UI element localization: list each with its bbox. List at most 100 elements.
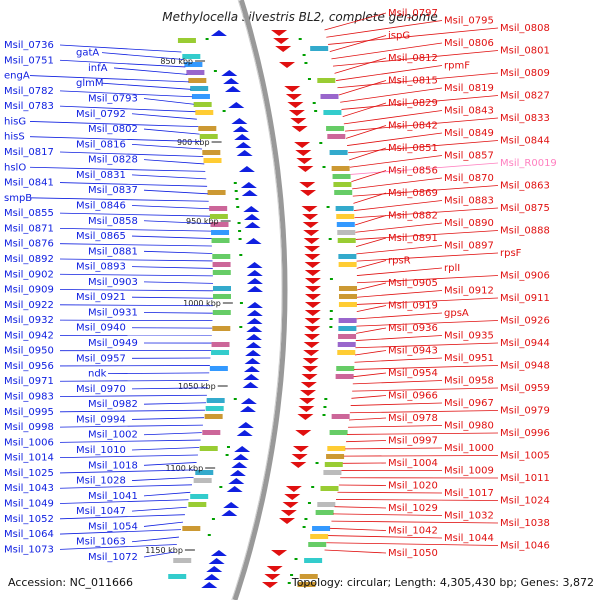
label-leader-line xyxy=(101,52,184,60)
category-block xyxy=(184,62,203,67)
forward-gene-arrow xyxy=(243,214,260,220)
left-gene-label: Msil_0940 xyxy=(76,323,126,334)
feature-tick xyxy=(235,198,239,200)
feature-tick xyxy=(205,38,209,40)
label-leader-line xyxy=(356,260,387,269)
label-leader-line xyxy=(334,57,387,74)
reverse-gene-arrow xyxy=(298,406,315,412)
label-leader-line xyxy=(355,335,443,341)
right-gene-label: Msil_0797 xyxy=(388,8,438,19)
right-gene-label: Msil_1011 xyxy=(500,473,550,484)
right-gene-label: Msil_0978 xyxy=(388,413,438,424)
label-leader-line xyxy=(143,250,213,254)
category-block xyxy=(329,430,348,435)
reverse-gene-arrow xyxy=(302,214,319,220)
category-block xyxy=(323,470,342,475)
forward-gene-arrow xyxy=(240,398,257,404)
feature-tick xyxy=(302,526,306,528)
category-block xyxy=(190,86,209,91)
category-block xyxy=(335,206,354,211)
reverse-gene-arrow xyxy=(304,254,321,260)
left-gene-label: hslO xyxy=(4,162,26,173)
feature-tick xyxy=(237,222,241,224)
left-gene-label: Msil_0998 xyxy=(4,422,54,433)
left-gene-label: Msil_0994 xyxy=(76,414,126,425)
label-leader-line xyxy=(59,454,198,459)
category-block xyxy=(205,406,224,411)
left-gene-label: engA xyxy=(4,71,30,82)
label-leader-line xyxy=(329,527,387,531)
reverse-gene-arrow xyxy=(304,246,321,252)
right-gene-label: Msil_0815 xyxy=(388,76,438,87)
label-leader-line xyxy=(352,387,499,392)
right-gene-label: Msil_0997 xyxy=(388,436,438,447)
right-gene-label: Msil_0819 xyxy=(444,83,494,94)
forward-gene-arrow xyxy=(246,302,263,308)
reverse-gene-arrow xyxy=(284,86,301,92)
reverse-gene-arrow xyxy=(300,390,317,396)
label-leader-line xyxy=(59,182,208,187)
feature-tick xyxy=(312,102,316,104)
right-gene-label: Msil_0967 xyxy=(444,398,494,409)
category-block xyxy=(202,150,221,155)
label-leader-line xyxy=(344,117,499,132)
reverse-gene-arrow xyxy=(288,110,305,116)
category-block xyxy=(212,254,231,259)
forward-gene-arrow xyxy=(206,566,223,572)
left-gene-label: hisG xyxy=(4,116,26,127)
left-gene-label: hisS xyxy=(4,132,25,143)
scale-tick-label: 1100 kbp xyxy=(165,464,203,473)
label-leader-line xyxy=(59,365,210,367)
right-gene-label: Msil_0882 xyxy=(388,211,438,222)
left-gene-label: Msil_1002 xyxy=(88,430,138,441)
label-leader-line xyxy=(131,205,210,210)
right-gene-label: Msil_1017 xyxy=(444,488,494,499)
left-gene-label: Msil_0792 xyxy=(76,109,126,120)
label-leader-line xyxy=(333,513,443,516)
reverse-gene-arrow xyxy=(304,294,321,300)
feature-tick xyxy=(323,406,327,408)
reverse-gene-arrow xyxy=(290,118,307,124)
label-leader-line xyxy=(59,484,192,489)
category-block xyxy=(310,534,329,539)
forward-gene-arrow xyxy=(232,126,249,132)
label-leader-line xyxy=(356,312,443,320)
forward-gene-arrow xyxy=(241,190,258,196)
reverse-gene-arrow xyxy=(273,38,290,44)
right-gene-label: Msil_0891 xyxy=(388,233,438,244)
feature-tick xyxy=(329,310,333,312)
category-block xyxy=(317,502,336,507)
reverse-gene-arrow xyxy=(285,486,302,492)
reverse-gene-arrow xyxy=(304,278,321,284)
feature-tick xyxy=(304,518,308,520)
label-leader-line xyxy=(59,469,196,474)
label-leader-line xyxy=(331,520,499,524)
category-block xyxy=(331,414,350,419)
right-gene-label: Msil_0980 xyxy=(444,421,494,432)
category-block xyxy=(338,334,357,339)
label-leader-line xyxy=(107,372,210,374)
scale-tick-label: 1000 kbp xyxy=(183,299,221,308)
forward-gene-arrow xyxy=(245,334,262,340)
reverse-gene-arrow xyxy=(303,230,320,236)
right-gene-label: Msil_0890 xyxy=(444,218,494,229)
left-gene-label: Msil_1006 xyxy=(4,437,54,448)
category-block xyxy=(211,238,230,243)
left-gene-label: Msil_0957 xyxy=(76,353,126,364)
forward-gene-arrow xyxy=(228,478,245,484)
left-gene-label: Msil_1047 xyxy=(76,506,126,517)
reverse-gene-arrow xyxy=(262,582,279,588)
left-gene-label: Msil_0782 xyxy=(4,86,54,97)
feature-tick xyxy=(326,206,330,208)
feature-tick xyxy=(239,326,243,328)
category-block xyxy=(182,526,201,531)
right-gene-label: Msil_0966 xyxy=(388,391,438,402)
category-block xyxy=(308,542,327,547)
feature-tick xyxy=(219,486,223,488)
map-title: Methylocella silvestris BL2, complete ge… xyxy=(162,10,438,24)
label-leader-line xyxy=(352,177,443,190)
category-block xyxy=(191,94,210,99)
category-block xyxy=(207,190,226,195)
label-leader-line xyxy=(348,147,387,161)
label-leader-line xyxy=(143,521,184,527)
